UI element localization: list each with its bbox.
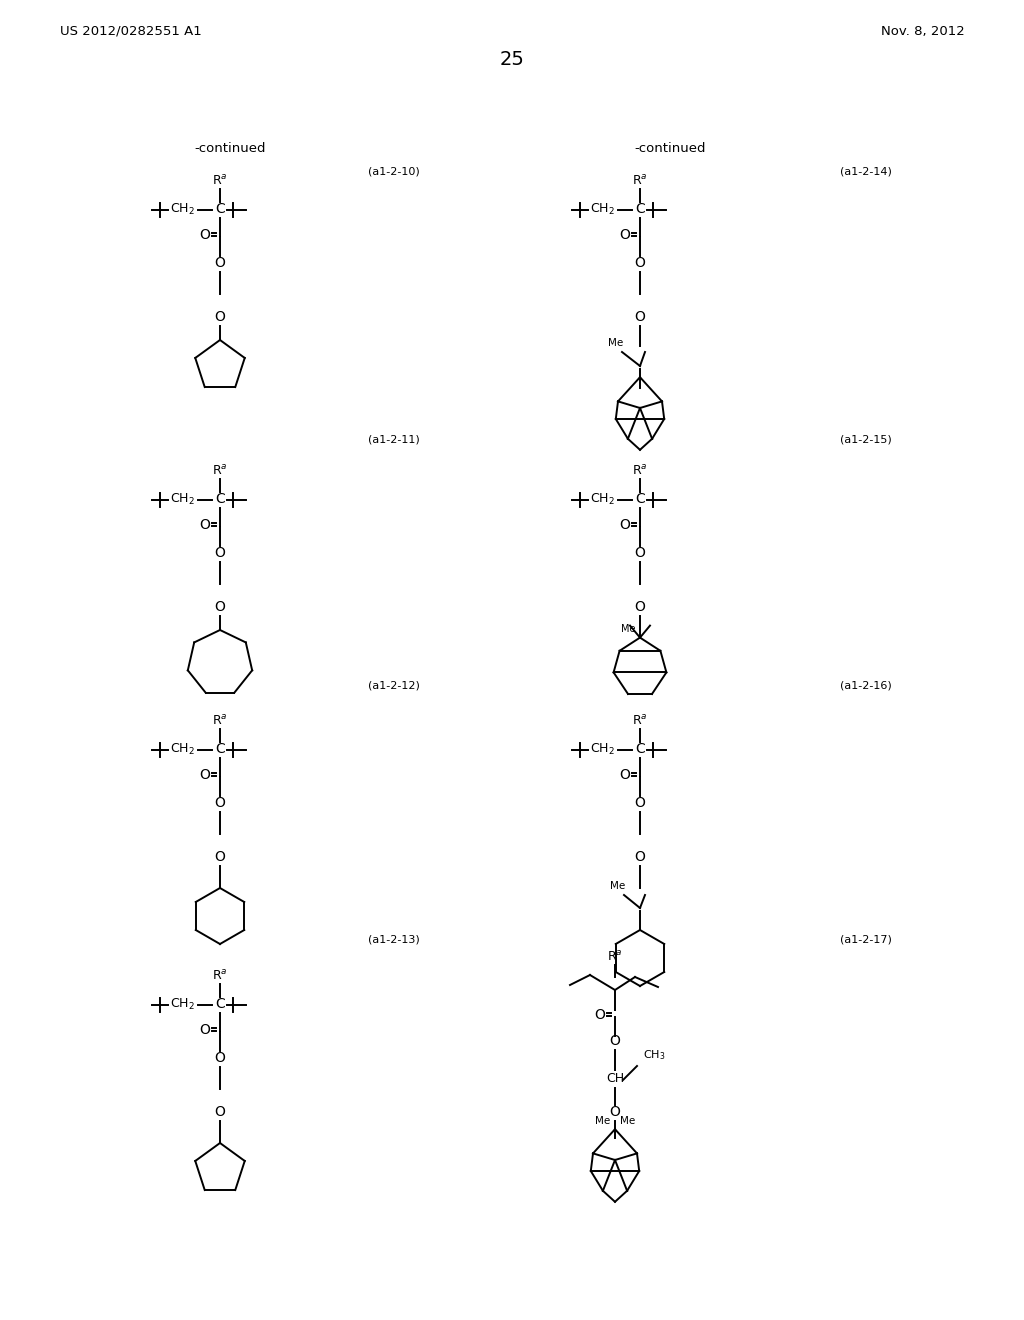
Text: O: O	[609, 1105, 621, 1119]
Text: O: O	[620, 768, 631, 781]
Text: O: O	[215, 1105, 225, 1119]
Text: -continued: -continued	[634, 143, 706, 154]
Text: R$^a$: R$^a$	[632, 714, 648, 729]
Text: O: O	[200, 1023, 211, 1038]
Text: C: C	[635, 202, 645, 216]
Text: Nov. 8, 2012: Nov. 8, 2012	[882, 25, 965, 38]
Text: O: O	[215, 546, 225, 560]
Text: Me: Me	[621, 623, 635, 634]
Text: O: O	[609, 1034, 621, 1048]
Text: (a1-2-14): (a1-2-14)	[840, 168, 892, 177]
Text: O: O	[215, 850, 225, 865]
Text: C: C	[635, 742, 645, 756]
Text: US 2012/0282551 A1: US 2012/0282551 A1	[60, 25, 202, 38]
Text: $\mathregular{CH_2}$: $\mathregular{CH_2}$	[170, 491, 195, 507]
Text: O: O	[635, 796, 645, 810]
Text: O: O	[635, 850, 645, 865]
Text: (a1-2-13): (a1-2-13)	[368, 935, 420, 945]
Text: R$^a$: R$^a$	[632, 174, 648, 187]
Text: (a1-2-16): (a1-2-16)	[840, 680, 892, 690]
Text: O: O	[215, 601, 225, 614]
Text: C: C	[215, 742, 225, 756]
Text: Me: Me	[608, 338, 624, 348]
Text: R$^a$: R$^a$	[212, 714, 227, 729]
Text: O: O	[200, 228, 211, 242]
Text: 25: 25	[500, 50, 524, 69]
Text: (a1-2-11): (a1-2-11)	[368, 436, 420, 445]
Text: O: O	[635, 256, 645, 271]
Text: (a1-2-10): (a1-2-10)	[368, 168, 420, 177]
Text: (a1-2-17): (a1-2-17)	[840, 935, 892, 945]
Text: O: O	[200, 768, 211, 781]
Text: $\mathregular{CH_2}$: $\mathregular{CH_2}$	[170, 742, 195, 756]
Text: O: O	[215, 1051, 225, 1065]
Text: (a1-2-12): (a1-2-12)	[368, 680, 420, 690]
Text: $\mathregular{CH_2}$: $\mathregular{CH_2}$	[170, 202, 195, 216]
Text: O: O	[620, 228, 631, 242]
Text: C: C	[635, 492, 645, 506]
Text: C: C	[215, 997, 225, 1011]
Text: -continued: -continued	[195, 143, 266, 154]
Text: (a1-2-15): (a1-2-15)	[840, 436, 892, 445]
Text: O: O	[215, 796, 225, 810]
Text: CH$_3$: CH$_3$	[643, 1048, 666, 1063]
Text: O: O	[200, 517, 211, 532]
Text: O: O	[635, 601, 645, 614]
Text: O: O	[635, 546, 645, 560]
Text: O: O	[215, 310, 225, 323]
Text: O: O	[620, 517, 631, 532]
Text: R$^a$: R$^a$	[212, 465, 227, 478]
Text: O: O	[595, 1008, 605, 1022]
Text: Me: Me	[610, 880, 626, 891]
Text: $\mathregular{CH_2}$: $\mathregular{CH_2}$	[590, 742, 614, 756]
Text: O: O	[635, 310, 645, 323]
Text: Me: Me	[620, 1117, 635, 1126]
Text: CH: CH	[606, 1072, 624, 1085]
Text: R$^a$: R$^a$	[212, 969, 227, 983]
Text: $\mathregular{CH_2}$: $\mathregular{CH_2}$	[590, 202, 614, 216]
Text: $\mathregular{CH_2}$: $\mathregular{CH_2}$	[170, 997, 195, 1011]
Text: R$^a$: R$^a$	[607, 950, 623, 964]
Text: R$^a$: R$^a$	[212, 174, 227, 187]
Text: O: O	[215, 256, 225, 271]
Text: $\mathregular{CH_2}$: $\mathregular{CH_2}$	[590, 491, 614, 507]
Text: R$^a$: R$^a$	[632, 465, 648, 478]
Text: Me: Me	[595, 1117, 610, 1126]
Text: C: C	[215, 492, 225, 506]
Text: C: C	[215, 202, 225, 216]
